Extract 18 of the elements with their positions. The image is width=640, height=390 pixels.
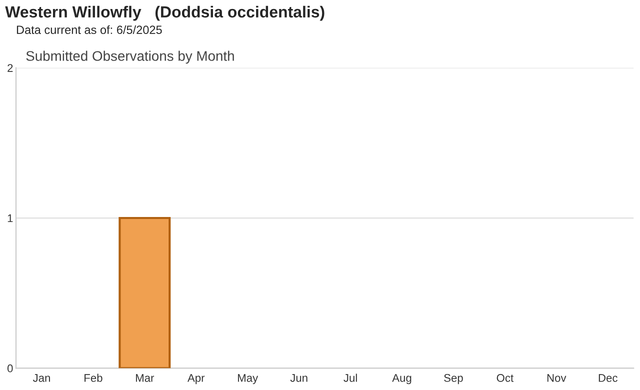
y-tick-label: 1 — [8, 214, 13, 222]
x-tick-label: Jun — [290, 374, 308, 382]
x-tick-label: Apr — [188, 374, 205, 384]
x-tick-label: Sep — [444, 374, 463, 384]
x-tick-label: Jul — [344, 374, 357, 382]
x-tick-label: Mar — [136, 374, 154, 382]
text: Submitted Observations by Month — [26, 50, 234, 64]
x-tick-label: May — [238, 374, 258, 384]
chart-subtitle: Data current as of: 6/5/2025 — [16, 25, 162, 34]
x-tick-label: Jan — [32, 374, 50, 382]
x-tick-label: Feb — [84, 374, 102, 382]
x-tick-label: Nov — [547, 374, 566, 382]
y-tick-label: 2 — [8, 64, 13, 72]
chart-title: Western Willowfly (Doddsia occidentalis) — [5, 6, 324, 21]
x-tick-label: Aug — [392, 374, 412, 384]
y-tick-label: 0 — [7, 364, 13, 372]
x-tick-label: Dec — [598, 374, 618, 382]
x-tick-label: Oct — [496, 374, 514, 382]
